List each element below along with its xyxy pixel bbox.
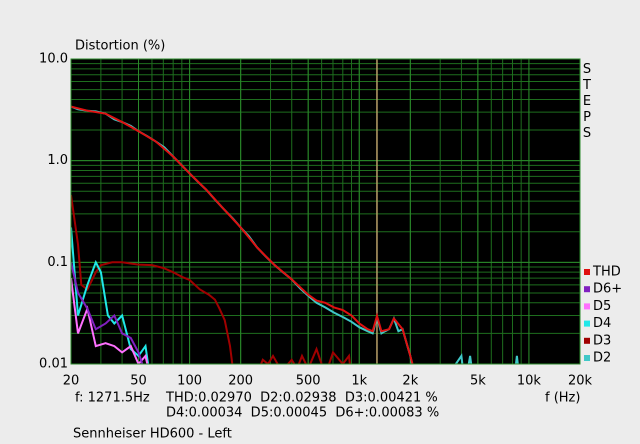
legend-swatch (584, 355, 590, 361)
legend-swatch (584, 337, 590, 344)
subtitle: Sennheiser HD600 - Left (73, 427, 232, 442)
legend-swatch (584, 303, 590, 310)
data-layer (71, 59, 519, 364)
series-line (71, 262, 144, 364)
x-tick-label: 10k (517, 374, 542, 389)
readout-line: D4:0.00034 D5:0.00045 D6+:0.00083 % (166, 406, 439, 421)
y-tick-label: 10.0 (39, 52, 68, 67)
series-line (71, 105, 414, 364)
x-tick-label: 50 (130, 374, 147, 389)
y-tick-label: 0.1 (47, 255, 68, 270)
plot-area (71, 59, 580, 364)
legend-label: D6+ (593, 282, 622, 297)
legend-label: D5 (593, 299, 611, 314)
legend-swatch (584, 286, 590, 293)
legend-swatch (584, 320, 590, 327)
x-tick-label: 5k (470, 374, 486, 389)
chart-title: Distortion (%) (75, 39, 165, 54)
readout-freq: f: 1271.5Hz (75, 391, 150, 406)
plot-border (70, 58, 581, 365)
x-tick-label: 20k (568, 374, 593, 389)
x-tick-label: 20 (63, 374, 80, 389)
legend-label: D2 (593, 351, 611, 366)
side-label: STEPS (580, 62, 595, 142)
legend-label: D4 (593, 316, 611, 331)
y-tick-label: 0.01 (39, 357, 68, 372)
x-tick-label: 500 (296, 374, 321, 389)
x-tick-label: 100 (177, 374, 202, 389)
x-tick-label: 200 (228, 374, 253, 389)
x-axis-label: f (Hz) (545, 391, 580, 406)
y-tick-label: 1.0 (47, 153, 68, 168)
series-line (71, 194, 351, 364)
legend-label: D3 (593, 333, 611, 348)
grid (70, 58, 581, 365)
legend-label: THD (592, 265, 621, 280)
x-tick-label: 1k (351, 374, 367, 389)
legend-swatch (584, 269, 590, 275)
readout-line: THD:0.02970 D2:0.02938 D3:0.00421 % (165, 391, 438, 406)
x-tick-label: 2k (402, 374, 418, 389)
